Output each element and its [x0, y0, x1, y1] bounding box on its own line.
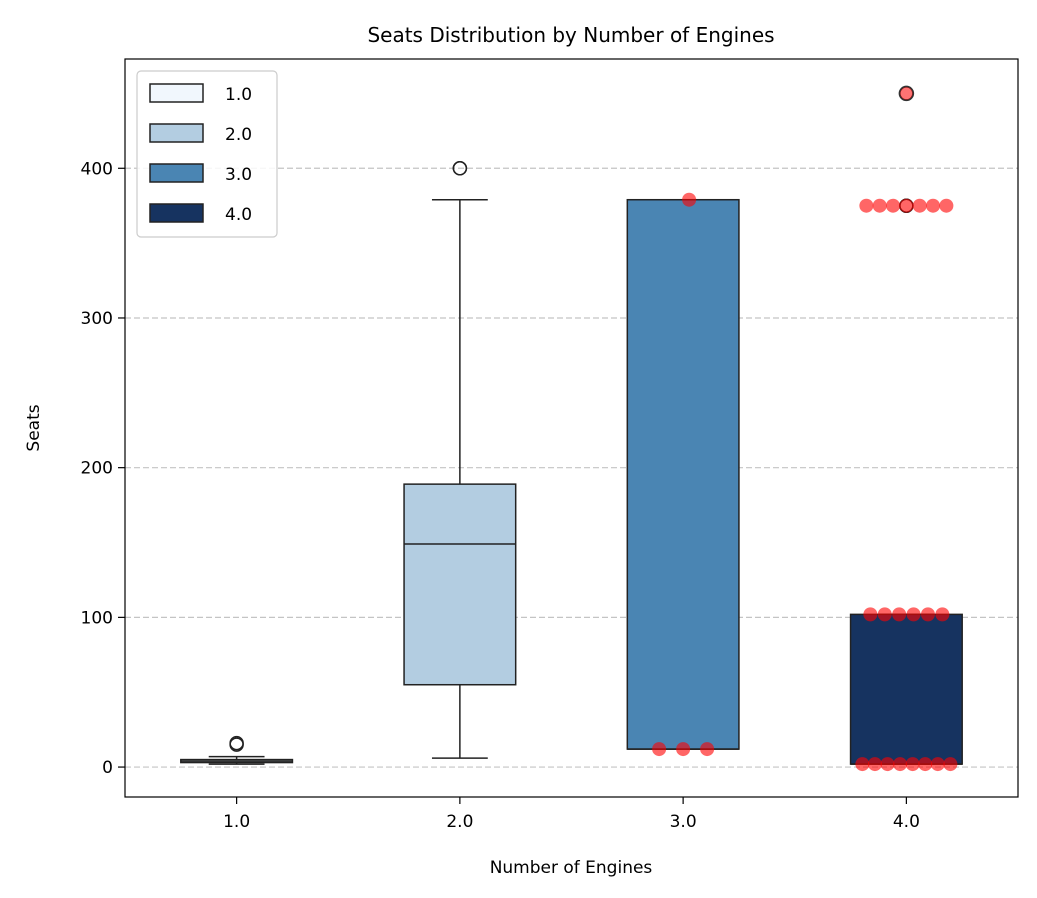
legend-label: 3.0: [225, 165, 252, 185]
x-tick-label: 4.0: [893, 812, 920, 832]
strip-point: [872, 198, 887, 213]
box-plots: [180, 86, 963, 765]
strip-point: [855, 757, 870, 772]
y-axis-label: Seats: [24, 404, 44, 451]
x-tick-label: 2.0: [446, 812, 473, 832]
strip-point: [676, 742, 691, 757]
box: [626, 198, 740, 750]
legend-frame: [136, 70, 278, 238]
strip-point: [859, 198, 874, 213]
y-tick-label: 200: [81, 459, 113, 479]
outlier-point: [452, 161, 468, 176]
x-tick-label: 3.0: [670, 812, 697, 832]
strip-point: [943, 757, 958, 772]
plot-frame: [124, 58, 1019, 798]
strip-point: [682, 192, 697, 207]
box: [849, 613, 963, 765]
y-tick-label: 400: [81, 159, 113, 179]
strip-point: [892, 607, 907, 622]
legend-swatch: [149, 203, 204, 223]
x-axis-label: Number of Engines: [490, 858, 653, 878]
legend-swatch: [149, 123, 204, 143]
strip-point: [893, 757, 908, 772]
strip-point: [898, 85, 915, 102]
chart-title: Seats Distribution by Number of Engines: [367, 23, 774, 47]
strip-point: [700, 742, 715, 757]
strip-point: [652, 742, 667, 757]
strip-point: [867, 757, 882, 772]
legend-swatch: [149, 163, 204, 183]
y-tick-label: 300: [81, 309, 113, 329]
strip-point: [880, 757, 895, 772]
strip-point: [906, 607, 921, 622]
strip-point: [935, 607, 950, 622]
y-tick-label: 100: [81, 608, 113, 628]
legend: 1.0 2.0 3.0 4.0: [136, 70, 278, 238]
box: [403, 483, 517, 686]
strip-point: [905, 757, 920, 772]
strip-point: [912, 198, 927, 213]
strip-point: [918, 757, 933, 772]
grid-lines: [125, 167, 1018, 768]
y-tick-label: 0: [102, 758, 113, 778]
legend-label: 4.0: [225, 205, 252, 225]
strip-point: [877, 607, 892, 622]
legend-swatch: [149, 83, 204, 103]
x-tick-label: 1.0: [223, 812, 250, 832]
strip-point: [920, 607, 935, 622]
strip-point: [886, 198, 901, 213]
strip-points: [652, 85, 958, 772]
x-axis: 1.0 2.0 3.0 4.0: [223, 797, 920, 832]
strip-point: [899, 198, 914, 213]
y-axis: 0 100 200 300 400: [81, 159, 125, 778]
outlier-point: [229, 735, 244, 751]
strip-point: [930, 757, 945, 772]
strip-point: [939, 198, 954, 213]
legend-label: 2.0: [225, 125, 252, 145]
strip-point: [926, 198, 941, 213]
strip-point: [863, 607, 878, 622]
legend-label: 1.0: [225, 85, 252, 105]
